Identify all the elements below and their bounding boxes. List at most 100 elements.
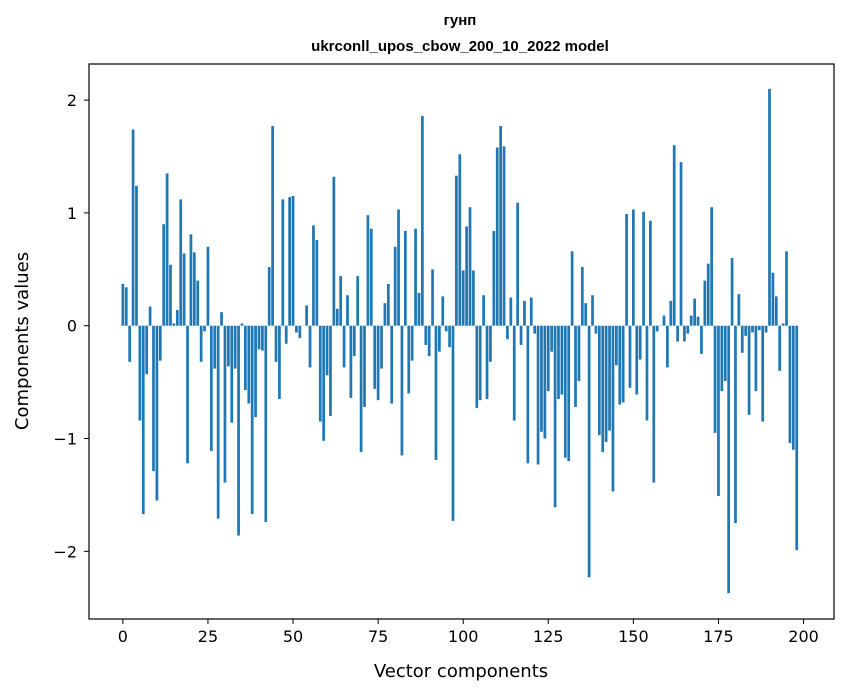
bar-92 <box>434 325 438 460</box>
bar-4 <box>135 185 138 326</box>
bar-189 <box>764 325 768 333</box>
bar-43 <box>267 267 271 326</box>
bar-31 <box>227 325 230 367</box>
bar-157 <box>655 325 659 332</box>
bar-59 <box>322 325 326 441</box>
bar-104 <box>475 325 479 409</box>
bar-19 <box>186 325 189 464</box>
bar-127 <box>553 325 557 508</box>
bar-126 <box>550 325 554 352</box>
bar-41 <box>261 325 264 351</box>
bar-99 <box>458 154 462 326</box>
bar-83 <box>403 230 407 326</box>
bar-101 <box>465 226 468 326</box>
bar-141 <box>601 325 605 453</box>
bar-34 <box>237 325 240 536</box>
bar-139 <box>594 325 598 334</box>
bar-0 <box>121 283 125 326</box>
bar-176 <box>720 325 724 392</box>
bar-138 <box>591 295 594 326</box>
bar-77 <box>383 303 387 326</box>
bar-1 <box>124 287 128 326</box>
bar-55 <box>308 325 312 368</box>
bar-30 <box>223 325 227 483</box>
bar-162 <box>672 145 676 326</box>
x-tick-label-0: 0 <box>118 627 128 646</box>
bar-153 <box>642 211 645 326</box>
bar-3 <box>131 129 135 326</box>
x-axis-label: Vector components <box>374 661 548 682</box>
y-tick-label-4: 2 <box>67 91 77 110</box>
bar-57 <box>315 239 319 326</box>
bar-168 <box>693 298 696 326</box>
bar-192 <box>774 296 778 326</box>
bar-50 <box>291 195 295 326</box>
bar-36 <box>244 325 247 391</box>
bar-180 <box>734 325 737 524</box>
bar-47 <box>281 199 285 326</box>
bar-series <box>121 88 799 594</box>
bar-24 <box>203 325 206 332</box>
bar-151 <box>635 325 639 395</box>
chart-title: гунп <box>444 12 477 29</box>
bar-155 <box>649 220 652 326</box>
bar-97 <box>451 325 455 521</box>
bar-68 <box>352 325 356 357</box>
bar-35 <box>240 323 244 326</box>
bar-125 <box>546 325 550 392</box>
bar-52 <box>298 325 302 339</box>
bar-183 <box>744 325 748 336</box>
bar-81 <box>397 209 400 326</box>
bar-169 <box>696 316 700 326</box>
bar-58 <box>318 325 322 422</box>
bar-145 <box>614 325 618 366</box>
bar-11 <box>158 325 162 361</box>
bar-131 <box>567 325 571 462</box>
bar-147 <box>621 325 625 403</box>
bar-32 <box>230 325 234 423</box>
bar-161 <box>669 300 673 326</box>
bar-185 <box>751 325 754 333</box>
bar-174 <box>713 325 717 433</box>
x-tick-label-175: 175 <box>703 627 734 646</box>
bar-93 <box>438 325 441 352</box>
bar-60 <box>325 325 329 376</box>
bar-20 <box>189 234 193 326</box>
bar-120 <box>529 297 533 326</box>
bar-146 <box>618 325 622 405</box>
bar-108 <box>489 325 492 362</box>
bar-122 <box>536 325 540 465</box>
bar-106 <box>482 295 485 326</box>
bar-148 <box>625 214 628 326</box>
bar-6 <box>141 325 145 515</box>
bar-196 <box>788 325 792 444</box>
bar-51 <box>295 325 298 333</box>
bar-175 <box>717 325 720 497</box>
bar-121 <box>533 325 537 334</box>
bar-39 <box>254 325 257 418</box>
bar-186 <box>754 325 758 392</box>
x-tick-label-75: 75 <box>368 627 388 646</box>
bar-42 <box>264 325 268 522</box>
bar-29 <box>220 312 223 326</box>
bar-124 <box>543 325 547 439</box>
bar-132 <box>570 251 574 326</box>
bar-84 <box>407 325 411 394</box>
bar-26 <box>209 325 213 451</box>
bar-80 <box>393 246 397 326</box>
bar-191 <box>771 272 775 326</box>
bar-164 <box>679 162 683 326</box>
bar-87 <box>417 292 421 326</box>
bar-62 <box>332 176 336 326</box>
bar-172 <box>706 263 710 326</box>
bar-27 <box>213 325 217 369</box>
bar-96 <box>448 325 451 348</box>
bar-98 <box>455 175 458 326</box>
bar-5 <box>138 325 142 421</box>
bar-144 <box>611 325 615 492</box>
bar-89 <box>424 325 428 345</box>
bar-63 <box>335 308 339 326</box>
bar-197 <box>791 325 795 450</box>
bar-90 <box>427 325 431 357</box>
